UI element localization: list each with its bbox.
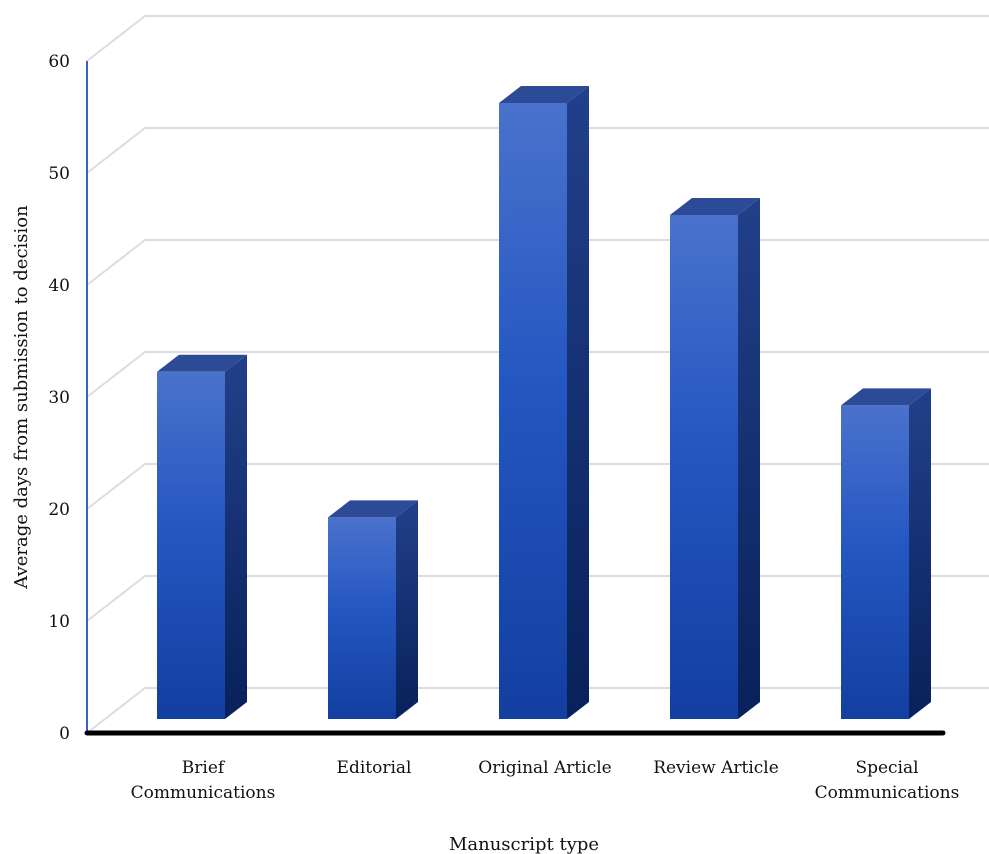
x-category-label-line: Review Article [653, 758, 779, 778]
x-category-label: Review Article [653, 758, 779, 778]
y-axis-title: Average days from submission to decision [11, 205, 32, 590]
bars [157, 86, 931, 719]
gridline [86, 127, 989, 174]
bar-top [328, 500, 418, 518]
bar-side [567, 86, 589, 719]
bar-top [499, 86, 589, 103]
x-category-label-line: Special [855, 758, 918, 778]
bar-side [738, 198, 760, 719]
y-tick-label: 40 [48, 276, 70, 296]
bar-side [909, 388, 931, 719]
x-category-label: Brief Communications [131, 758, 276, 803]
x-category-label-line: Communications [131, 783, 276, 803]
gridline [86, 15, 989, 62]
bar [157, 354, 247, 719]
x-category-label: Special Communications [815, 758, 960, 803]
bar-front [841, 405, 909, 719]
axes [84, 61, 946, 736]
x-category-label-line: Original Article [478, 758, 611, 778]
y-tick-label: 20 [48, 500, 70, 520]
y-tick-label: 0 [59, 724, 70, 744]
x-axis-title: Manuscript type [449, 834, 599, 854]
y-tick-label: 30 [48, 388, 70, 408]
bar-front [157, 371, 225, 719]
y-tick-label: 60 [48, 52, 70, 72]
bar-side [396, 500, 418, 719]
y-tick-label: 10 [48, 612, 70, 632]
y-tick-label: 50 [48, 164, 70, 184]
x-category-labels: Brief Communications Editorial Original Art… [131, 758, 960, 803]
bar [328, 500, 418, 719]
x-category-label-line: Brief [182, 758, 226, 778]
x-category-label: Original Article [478, 758, 611, 778]
bar-front [670, 215, 738, 719]
y-tick-labels: 0 10 20 30 40 50 60 [48, 52, 70, 744]
bar-top [157, 354, 247, 372]
bar-side [225, 354, 247, 719]
bar-front [499, 103, 567, 719]
bar-top [670, 198, 760, 215]
bar-front [328, 517, 396, 719]
bar [499, 86, 589, 719]
x-category-label-line: Editorial [337, 758, 412, 778]
x-category-label: Editorial [337, 758, 412, 778]
bar [841, 388, 931, 719]
x-category-label-line: Communications [815, 783, 960, 803]
gridlines [86, 15, 989, 734]
bar [670, 198, 760, 719]
bar-top [841, 388, 931, 406]
